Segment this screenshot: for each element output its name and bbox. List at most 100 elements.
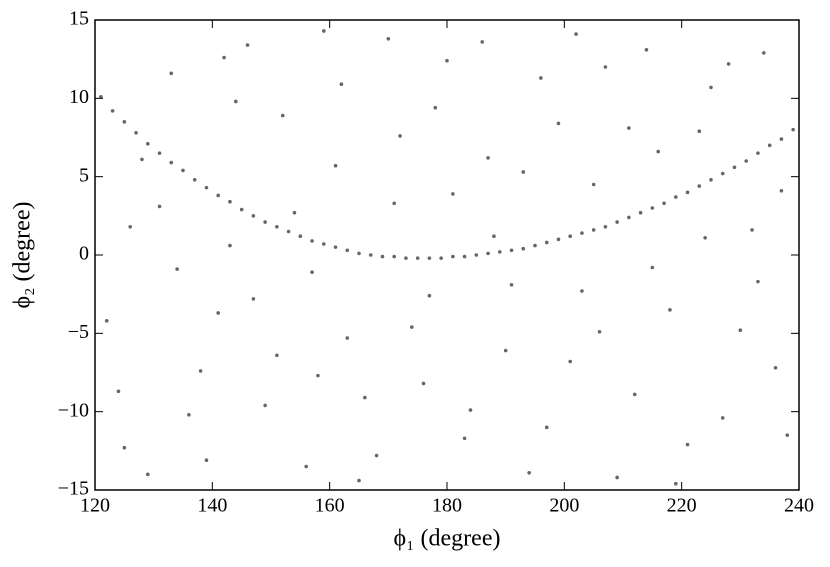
point xyxy=(462,436,467,441)
point xyxy=(674,481,678,486)
y-tick-label: 15 xyxy=(69,8,89,30)
point xyxy=(134,131,138,135)
x-tick-label: 220 xyxy=(667,495,697,517)
point xyxy=(480,40,485,44)
point xyxy=(427,293,432,298)
point xyxy=(627,215,631,220)
point xyxy=(339,82,344,87)
point xyxy=(175,267,179,271)
point xyxy=(322,29,326,33)
point xyxy=(392,254,397,259)
point xyxy=(503,348,508,353)
point xyxy=(732,165,737,170)
point xyxy=(292,210,297,215)
point xyxy=(398,134,402,138)
point xyxy=(656,149,660,154)
point xyxy=(603,225,608,229)
point xyxy=(122,120,127,124)
point xyxy=(204,185,209,190)
point xyxy=(368,253,373,257)
point xyxy=(591,182,596,187)
point xyxy=(632,392,637,397)
point xyxy=(603,65,608,69)
point xyxy=(468,408,473,412)
x-tick-label: 160 xyxy=(315,495,345,517)
point xyxy=(779,188,784,193)
point xyxy=(222,55,226,60)
point xyxy=(662,201,666,206)
point xyxy=(544,425,549,430)
point xyxy=(451,192,455,196)
point xyxy=(580,289,584,293)
point xyxy=(345,336,350,340)
point xyxy=(198,369,203,373)
point xyxy=(433,105,438,110)
point xyxy=(580,231,584,235)
y-tick-label: −10 xyxy=(58,399,89,421)
point xyxy=(251,297,256,301)
point xyxy=(668,308,672,312)
point xyxy=(146,472,150,477)
point xyxy=(785,433,790,437)
point xyxy=(509,282,514,287)
point xyxy=(521,170,526,174)
point xyxy=(363,395,367,400)
point xyxy=(638,210,643,215)
point xyxy=(380,254,385,259)
point xyxy=(427,256,432,260)
point xyxy=(492,234,496,238)
point xyxy=(192,178,197,182)
point xyxy=(756,279,760,284)
x-tick-label: 200 xyxy=(549,495,579,517)
y-tick-label: −15 xyxy=(58,478,89,500)
point xyxy=(310,239,314,243)
point xyxy=(146,141,150,146)
point xyxy=(568,234,572,238)
point xyxy=(421,381,426,386)
point xyxy=(304,464,309,469)
point xyxy=(333,163,338,168)
point xyxy=(216,193,220,198)
x-tick-label: 120 xyxy=(80,495,110,517)
y-axis-label: ϕ₂ (degree) xyxy=(10,202,36,309)
point xyxy=(228,199,232,204)
point xyxy=(128,225,132,229)
point xyxy=(527,470,531,475)
point xyxy=(615,220,619,224)
point xyxy=(767,143,772,148)
point xyxy=(410,325,414,329)
point xyxy=(474,253,479,257)
point xyxy=(486,156,490,160)
point xyxy=(392,201,397,206)
point xyxy=(762,51,766,55)
point xyxy=(116,389,121,394)
point xyxy=(386,37,391,41)
point xyxy=(486,251,490,256)
point xyxy=(709,85,713,90)
y-tick-label: 5 xyxy=(79,164,89,186)
point xyxy=(539,76,543,80)
point xyxy=(709,178,713,182)
point xyxy=(521,246,526,251)
point xyxy=(122,445,127,450)
point xyxy=(275,225,279,229)
point xyxy=(333,245,338,249)
x-tick-label: 140 xyxy=(197,495,227,517)
point xyxy=(597,329,602,334)
point xyxy=(744,159,748,163)
point xyxy=(674,195,678,199)
point xyxy=(204,458,209,463)
point xyxy=(627,126,631,130)
point xyxy=(316,373,320,378)
point xyxy=(650,206,655,210)
point xyxy=(697,129,702,134)
point xyxy=(773,366,778,370)
point xyxy=(251,214,256,218)
point xyxy=(556,237,561,242)
point xyxy=(738,328,743,333)
point xyxy=(591,228,596,232)
point xyxy=(779,137,784,141)
point xyxy=(791,127,795,132)
point xyxy=(650,265,655,270)
point xyxy=(726,62,731,66)
